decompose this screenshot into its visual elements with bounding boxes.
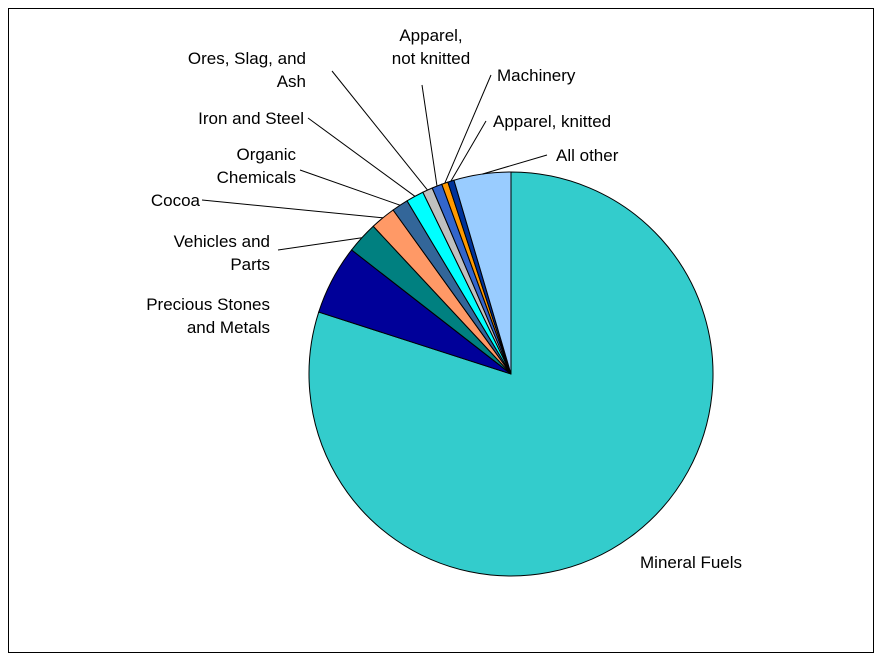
leader-line-5 — [299, 169, 401, 206]
slice-label-2: Precious Stones and Metals — [146, 295, 270, 337]
slice-label-4: Cocoa — [151, 191, 201, 210]
pie-slice-11 — [453, 171, 512, 375]
leader-line-4 — [201, 199, 383, 219]
slice-label-10: Apparel, knitted — [493, 112, 611, 131]
slice-label-7: Ores, Slag, and Ash — [188, 49, 306, 91]
leader-line-3 — [277, 237, 362, 251]
slice-label-3: Vehicles and Parts — [174, 232, 270, 274]
slice-label-11: All other — [556, 146, 619, 165]
leader-line-9 — [444, 74, 492, 184]
slice-label-9: Machinery — [497, 66, 576, 85]
leader-line-6 — [307, 117, 416, 197]
leader-line-10 — [450, 120, 487, 182]
slice-label-1: Mineral Fuels — [640, 553, 742, 572]
leader-line-11 — [482, 154, 548, 175]
slice-label-5: Organic Chemicals — [217, 145, 297, 187]
leader-line-7 — [331, 70, 428, 191]
slice-label-6: Iron and Steel — [198, 109, 304, 128]
leader-line-8 — [421, 84, 438, 187]
slice-label-8: Apparel, not knitted — [392, 26, 470, 68]
